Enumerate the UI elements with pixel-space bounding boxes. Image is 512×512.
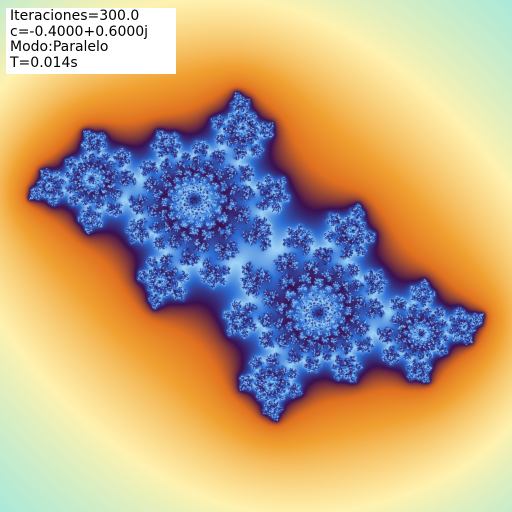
constant-label: c=-0.4000+0.6000j [10,23,149,40]
time-label: T=0.014s [10,54,78,71]
info-overlay: Iteraciones=300.0 c=-0.4000+0.6000j Modo… [6,8,176,74]
mode-label: Modo:Paralelo [10,39,109,55]
iterations-label: Iteraciones=300.0 [10,8,140,24]
